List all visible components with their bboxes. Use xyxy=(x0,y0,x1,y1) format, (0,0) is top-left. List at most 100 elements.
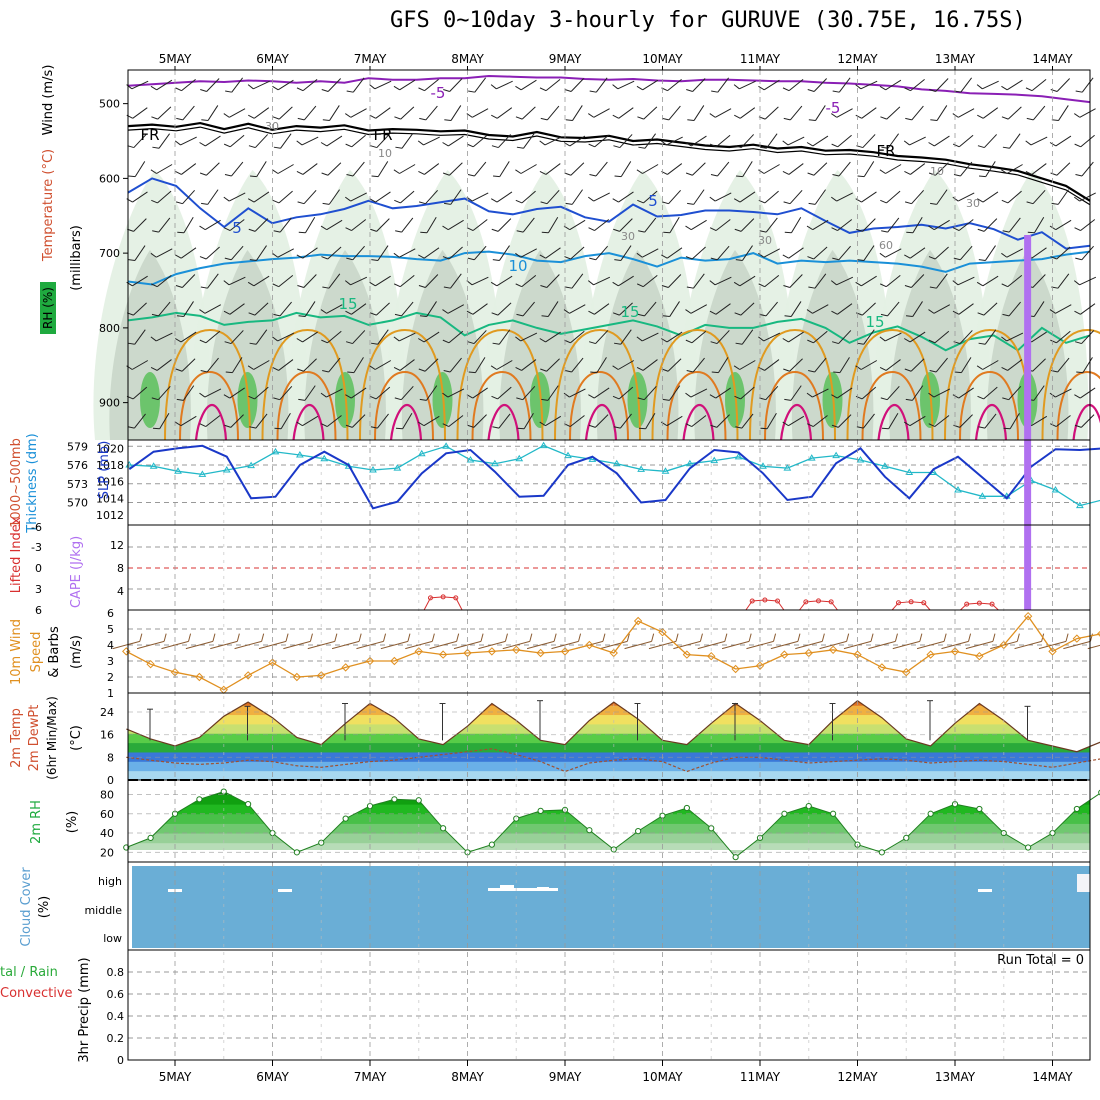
wind-barb xyxy=(709,219,731,231)
wind-barb xyxy=(492,413,511,429)
rh-tick: 80 xyxy=(100,788,114,801)
thickness-point xyxy=(905,468,914,475)
wind-barb xyxy=(515,79,537,91)
temp-tick: 24 xyxy=(100,706,114,719)
wind-barb xyxy=(541,385,559,401)
isotherm-20 xyxy=(651,328,739,441)
wind-barb xyxy=(442,219,464,231)
wind-barb xyxy=(369,275,391,287)
thickness-point xyxy=(222,466,231,473)
wind-barb xyxy=(371,161,389,178)
wind-barb xyxy=(662,385,681,401)
wind-barb xyxy=(565,357,584,373)
contour-label: 15 xyxy=(865,313,884,331)
wind-barb xyxy=(928,162,949,176)
wind-barb xyxy=(175,331,197,343)
wind-barb xyxy=(393,274,415,288)
wind-barb xyxy=(321,78,342,92)
wind-barb xyxy=(928,304,951,314)
date-label-bottom: 9MAY xyxy=(549,1070,582,1084)
wind-barb xyxy=(492,329,511,345)
wind-barb xyxy=(1001,332,1024,342)
wind-barb xyxy=(151,106,172,120)
li-point xyxy=(803,599,809,605)
wind-barb xyxy=(150,164,173,174)
wind-barb xyxy=(612,360,635,370)
wind-barb xyxy=(394,190,415,204)
wind-barb xyxy=(806,304,829,314)
wind-barb xyxy=(880,106,901,120)
wind-barb xyxy=(1002,385,1022,401)
surface-wind-barb xyxy=(502,633,533,650)
wind-barb xyxy=(614,161,632,178)
wind-barb xyxy=(784,301,802,318)
wind-barb xyxy=(806,388,829,398)
wind-speed-point xyxy=(487,647,497,656)
thickness-point xyxy=(393,464,402,471)
date-label-top: 7MAY xyxy=(354,52,387,66)
rh-point xyxy=(147,834,154,841)
surface-wind-barb xyxy=(941,633,972,650)
wind-speed-point xyxy=(438,650,448,659)
wind-barb xyxy=(320,304,343,314)
date-label-bottom: 6MAY xyxy=(256,1070,289,1084)
chart-title: GFS 0~10day 3-hourly for GURUVE (30.75E,… xyxy=(390,8,1026,33)
thickness-tick: 570 xyxy=(67,497,88,510)
contour-label: 30 xyxy=(758,234,772,247)
wind-barb xyxy=(1002,301,1021,317)
wind-barb xyxy=(493,161,510,178)
wind-barb xyxy=(320,135,343,147)
isotherm-5 xyxy=(127,177,1091,250)
cloud-gap xyxy=(488,888,558,891)
li-point xyxy=(749,598,755,604)
li-tick: -6 xyxy=(31,521,42,534)
wind-barb xyxy=(393,332,416,342)
wind-barb xyxy=(760,413,777,430)
wind-barb xyxy=(564,78,585,92)
wind-barb xyxy=(952,387,974,399)
wind-barb xyxy=(466,303,488,315)
wind-barb xyxy=(442,304,465,314)
wind-barb xyxy=(322,105,340,122)
slp-tick: 1018 xyxy=(96,459,124,472)
wind-barb xyxy=(952,219,974,231)
wind-barb xyxy=(808,357,827,373)
date-label-bottom: 7MAY xyxy=(354,1070,387,1084)
surface-wind-barb xyxy=(721,633,752,650)
wind-barb xyxy=(345,414,366,428)
cloud-cover-area xyxy=(132,866,1090,948)
wind-barb xyxy=(174,415,197,427)
rh-area-60 xyxy=(109,250,191,440)
wind-barb xyxy=(442,415,464,427)
thickness-point xyxy=(661,467,670,474)
wind-barb xyxy=(418,78,439,92)
label-convective: Convective xyxy=(0,986,73,1001)
wind-barb xyxy=(491,134,512,149)
contour-label: -5 xyxy=(826,99,841,117)
wind-barb xyxy=(539,78,561,92)
wind-barb xyxy=(442,246,463,260)
contour-label: 10 xyxy=(930,165,944,178)
wind-barb xyxy=(977,218,998,232)
wind-barb xyxy=(199,246,220,260)
wind-barb xyxy=(879,359,901,371)
wind-speed-point xyxy=(975,651,984,661)
wind-barb xyxy=(733,191,756,203)
wind-barb xyxy=(393,248,416,258)
wind-barb xyxy=(298,301,316,318)
wind-barb xyxy=(225,77,244,93)
rh-area-60 xyxy=(499,250,581,440)
contour-label: -5 xyxy=(431,84,446,102)
rh-tick: 20 xyxy=(100,846,114,859)
wind-barb xyxy=(1026,189,1046,205)
wind-barb xyxy=(224,414,244,428)
wind-tick: 4 xyxy=(107,639,114,652)
isotherm-25 xyxy=(1056,370,1100,441)
isotherm-30 xyxy=(194,403,228,441)
wind-barb xyxy=(1051,189,1069,205)
wind-barb xyxy=(806,135,829,147)
wind-barb xyxy=(223,192,246,202)
li-tick: 6 xyxy=(35,604,42,617)
label-millibars: (millibars) xyxy=(69,225,84,291)
precip-tick: 0.2 xyxy=(107,1032,125,1045)
